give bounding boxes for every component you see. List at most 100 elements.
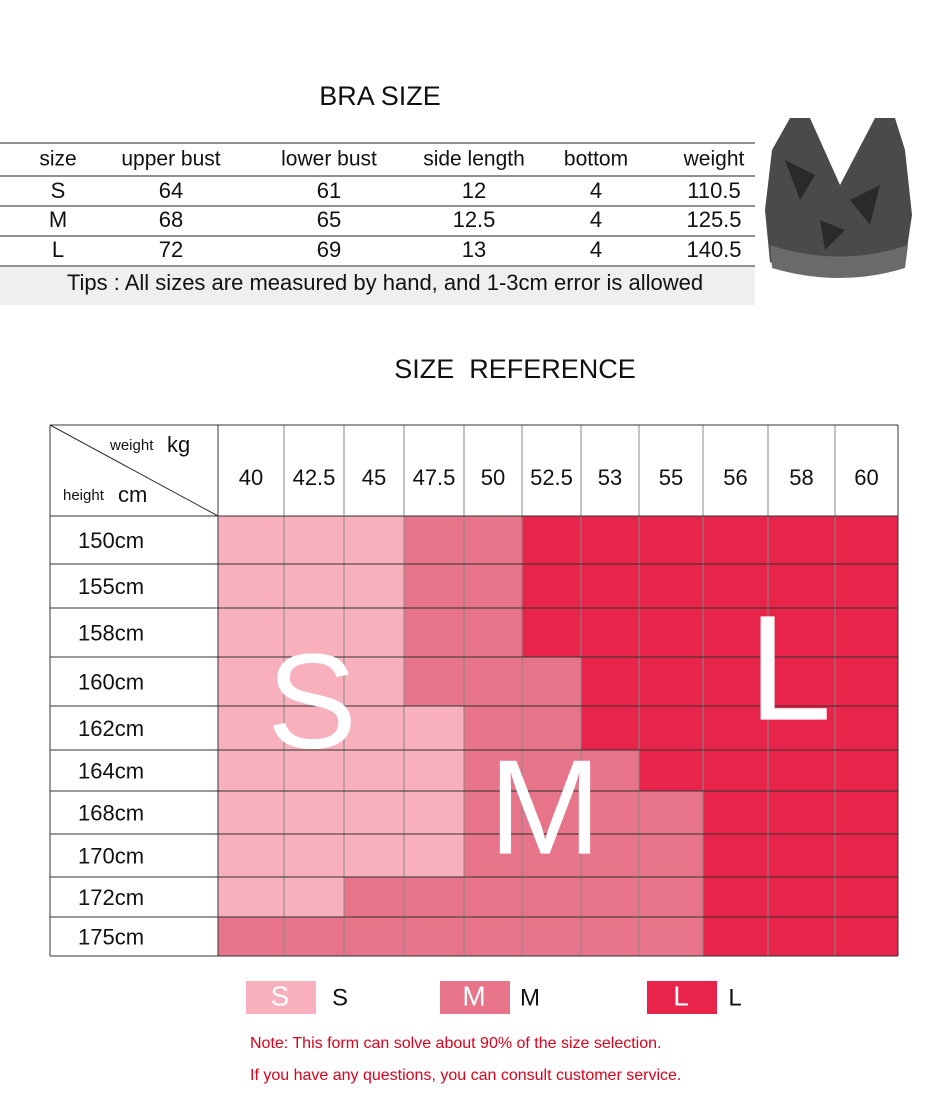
column-header: weight	[683, 148, 745, 171]
size-cell	[638, 790, 704, 835]
column-header: side length	[423, 148, 525, 171]
size-cell	[217, 656, 285, 707]
weight-label: 52.5	[530, 465, 573, 490]
size-cell	[463, 916, 523, 957]
size-cell	[217, 916, 285, 957]
product-image	[765, 118, 912, 278]
weight-label: 40	[239, 465, 263, 490]
size-cell	[343, 916, 405, 957]
size-cell	[638, 515, 704, 565]
legend-swatch-letter: L	[673, 980, 689, 1011]
legend-label: M	[520, 984, 540, 1011]
height-label: 168cm	[78, 800, 144, 825]
table-cell: 13	[462, 237, 486, 262]
corner-label: height	[63, 487, 105, 504]
size-cell	[702, 876, 769, 918]
size-cell	[343, 876, 405, 918]
weight-label: 60	[854, 465, 878, 490]
size-cell	[834, 749, 899, 792]
size-cell	[638, 916, 704, 957]
size-cell	[521, 790, 582, 835]
height-label: 164cm	[78, 758, 144, 783]
height-label: 162cm	[78, 716, 144, 741]
size-cell	[283, 916, 345, 957]
weight-label: 42.5	[293, 465, 336, 490]
note: If you have any questions, you can consu…	[250, 1067, 681, 1084]
table-cell: 64	[159, 178, 183, 203]
size-cell	[638, 607, 704, 658]
table-cell: S	[51, 178, 66, 203]
size-cell	[521, 876, 582, 918]
size-cell	[580, 656, 640, 707]
size-cell	[343, 515, 405, 565]
size-cell	[834, 876, 899, 918]
size-cell	[217, 515, 285, 565]
size-overlay: S	[267, 626, 357, 777]
size-cell	[403, 563, 465, 609]
table-cell: 4	[590, 237, 602, 262]
size-cell	[767, 790, 836, 835]
bra-title: BRA SIZE	[319, 81, 441, 111]
size-cell	[283, 515, 345, 565]
size-cell	[767, 876, 836, 918]
size-cell	[638, 876, 704, 918]
size-cell	[702, 833, 769, 878]
size-cell	[834, 916, 899, 957]
size-cell	[403, 656, 465, 707]
size-cell	[834, 656, 899, 707]
table-cell: 69	[317, 237, 341, 262]
size-cell	[834, 515, 899, 565]
size-cell	[403, 916, 465, 957]
size-cell	[463, 749, 523, 792]
size-cell	[767, 833, 836, 878]
size-cell	[767, 607, 836, 658]
height-label: 158cm	[78, 620, 144, 645]
legend-label: S	[332, 984, 348, 1011]
size-cell	[463, 876, 523, 918]
size-cell	[463, 656, 523, 707]
column-header: lower bust	[281, 148, 377, 171]
size-cell	[580, 515, 640, 565]
size-cell	[638, 833, 704, 878]
table-cell: 61	[317, 178, 341, 203]
size-cell	[403, 749, 465, 792]
weight-label: 47.5	[413, 465, 456, 490]
tips: Tips : All sizes are measured by hand, a…	[67, 270, 703, 295]
size-cell	[638, 563, 704, 609]
height-label: 160cm	[78, 669, 144, 694]
size-cell	[834, 607, 899, 658]
size-cell	[283, 833, 345, 878]
size-cell	[343, 833, 405, 878]
size-cell	[403, 876, 465, 918]
weight-label: 50	[481, 465, 505, 490]
table-cell: 140.5	[686, 237, 741, 262]
table-cell: 65	[317, 207, 341, 232]
reference-title: SIZE REFERENCE	[394, 354, 636, 384]
table-cell: 12	[462, 178, 486, 203]
size-cell	[343, 790, 405, 835]
size-cell	[521, 563, 582, 609]
size-cell	[217, 607, 285, 658]
size-cell	[702, 749, 769, 792]
legend-swatch-letter: S	[271, 980, 290, 1011]
size-cell	[638, 705, 704, 751]
size-cell	[580, 876, 640, 918]
legend-swatch-letter: M	[462, 980, 485, 1011]
size-cell	[463, 705, 523, 751]
size-cell	[580, 607, 640, 658]
size-cell	[283, 790, 345, 835]
table-cell: L	[52, 237, 64, 262]
height-label: 150cm	[78, 528, 144, 553]
size-cell	[521, 656, 582, 707]
size-cell	[638, 749, 704, 792]
height-label: 172cm	[78, 885, 144, 910]
size-cell	[580, 749, 640, 792]
size-cell	[702, 790, 769, 835]
size-cell	[834, 705, 899, 751]
column-header: upper bust	[121, 148, 220, 171]
size-cell	[702, 656, 769, 707]
size-overlay: L	[748, 584, 831, 752]
legend-swatch	[246, 981, 316, 1014]
corner-label: weight	[109, 437, 154, 454]
